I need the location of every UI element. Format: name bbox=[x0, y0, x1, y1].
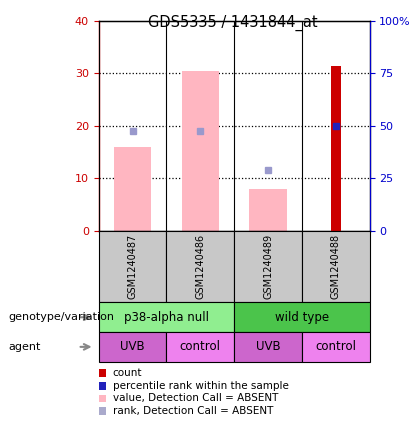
Bar bbox=[166, 231, 234, 302]
Bar bbox=[331, 66, 341, 231]
Text: UVB: UVB bbox=[256, 341, 280, 353]
Bar bbox=[234, 231, 302, 302]
Bar bbox=[302, 231, 370, 302]
Text: UVB: UVB bbox=[120, 341, 145, 353]
Text: percentile rank within the sample: percentile rank within the sample bbox=[113, 381, 289, 391]
Bar bbox=[99, 332, 166, 362]
Bar bbox=[114, 147, 151, 231]
Bar bbox=[99, 369, 106, 377]
Text: GSM1240487: GSM1240487 bbox=[128, 234, 138, 299]
Text: GSM1240488: GSM1240488 bbox=[331, 234, 341, 299]
Text: control: control bbox=[180, 341, 221, 353]
Bar bbox=[99, 407, 106, 415]
Bar bbox=[166, 332, 234, 362]
Text: control: control bbox=[315, 341, 356, 353]
Bar bbox=[99, 382, 106, 390]
Bar bbox=[302, 332, 370, 362]
Bar bbox=[99, 231, 166, 302]
Text: agent: agent bbox=[8, 342, 41, 352]
Text: GDS5335 / 1431844_at: GDS5335 / 1431844_at bbox=[148, 15, 318, 31]
Bar bbox=[249, 189, 286, 231]
Text: genotype/variation: genotype/variation bbox=[8, 312, 114, 322]
Bar bbox=[99, 395, 106, 402]
Text: value, Detection Call = ABSENT: value, Detection Call = ABSENT bbox=[113, 393, 278, 404]
Text: GSM1240486: GSM1240486 bbox=[195, 234, 205, 299]
Bar bbox=[234, 332, 302, 362]
Text: p38-alpha null: p38-alpha null bbox=[124, 311, 209, 324]
Bar bbox=[182, 71, 219, 231]
Text: GSM1240489: GSM1240489 bbox=[263, 234, 273, 299]
Text: wild type: wild type bbox=[275, 311, 329, 324]
Bar bbox=[99, 302, 234, 332]
Text: count: count bbox=[113, 368, 142, 378]
Bar bbox=[234, 302, 370, 332]
Text: rank, Detection Call = ABSENT: rank, Detection Call = ABSENT bbox=[113, 406, 273, 416]
